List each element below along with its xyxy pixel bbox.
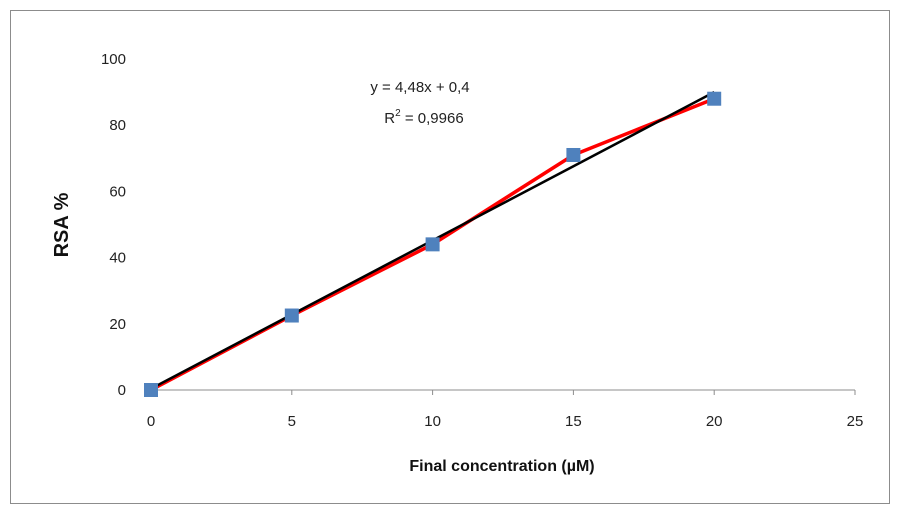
data-point-marker bbox=[566, 147, 581, 162]
y-tick-label: 0 bbox=[118, 382, 126, 399]
x-tick-label: 5 bbox=[288, 413, 296, 430]
trend-equation: y = 4,48x + 0,4 bbox=[370, 79, 469, 96]
y-axis-ticks: 0 20 40 60 80 100 bbox=[101, 51, 126, 399]
x-axis-ticks: 0 5 10 15 20 25 bbox=[147, 390, 864, 430]
data-point-marker bbox=[144, 383, 158, 397]
data-point-marker bbox=[425, 237, 440, 252]
r-squared-superscript: 2 bbox=[395, 108, 401, 119]
y-tick-label: 80 bbox=[109, 117, 126, 134]
x-tick-label: 0 bbox=[147, 413, 155, 430]
data-point-marker bbox=[707, 91, 722, 106]
x-tick-label: 20 bbox=[706, 413, 723, 430]
r-squared-value: = 0,9966 bbox=[401, 110, 464, 127]
r-squared-prefix: R bbox=[384, 110, 395, 127]
data-markers bbox=[144, 91, 722, 397]
y-tick-label: 20 bbox=[109, 316, 126, 333]
y-tick-label: 100 bbox=[101, 51, 126, 68]
chart-frame bbox=[10, 10, 890, 504]
y-tick-label: 60 bbox=[109, 183, 126, 200]
y-axis-title: RSA % bbox=[51, 192, 73, 257]
y-tick-label: 40 bbox=[109, 250, 126, 267]
x-tick-label: 25 bbox=[847, 413, 864, 430]
r-squared-label: R2 = 0,9966 bbox=[384, 108, 463, 127]
x-tick-label: 15 bbox=[565, 413, 582, 430]
x-tick-label: 10 bbox=[424, 413, 441, 430]
x-axis-title: Final concentration (µM) bbox=[409, 458, 594, 475]
data-point-marker bbox=[284, 308, 299, 323]
